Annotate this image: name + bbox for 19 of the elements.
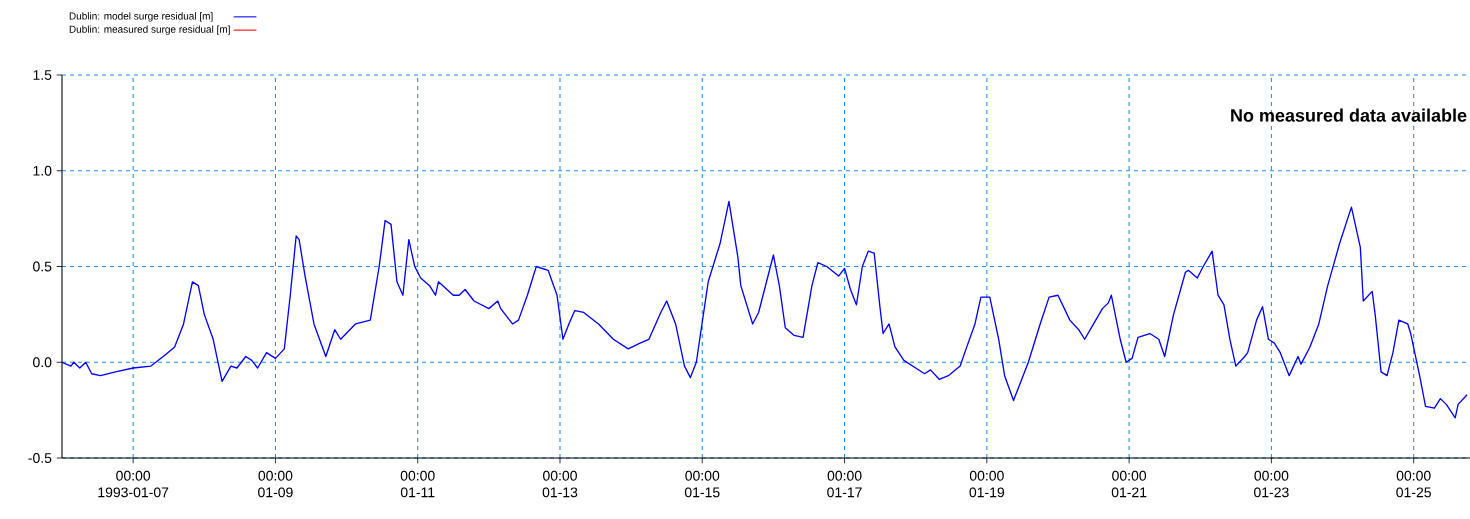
x-tick-label: 00:00 01-17 xyxy=(827,470,862,498)
x-tick-label: 00:00 01-21 xyxy=(1111,470,1147,498)
y-tick-label: 0.0 xyxy=(33,357,52,368)
y-tick-label: 0.5 xyxy=(33,261,52,272)
x-tick-label: 00:00 01-23 xyxy=(1254,470,1289,498)
y-tick-label: 1.5 xyxy=(33,70,52,80)
x-tick-label: 00:00 01-09 xyxy=(258,470,293,498)
y-tick-label: -0.5 xyxy=(28,453,52,463)
x-tick-label: 00:00 01-13 xyxy=(542,470,578,498)
x-tick-label: 00:00 01-25 xyxy=(1396,470,1431,498)
legend-label: Dublin: measured surge residual [m] xyxy=(69,25,230,35)
y-tick-label: 1.0 xyxy=(33,165,52,176)
legend-label: Dublin: model surge residual [m] xyxy=(69,12,213,22)
annotation: No measured data available xyxy=(1231,108,1467,122)
x-tick-label: 00:00 1993-01-07 xyxy=(98,470,169,498)
x-tick-label: 00:00 01-15 xyxy=(684,470,720,498)
line-series xyxy=(62,200,1468,419)
x-tick-label: 00:00 01-11 xyxy=(400,470,435,498)
x-tick-label: 00:00 01-19 xyxy=(969,470,1005,498)
